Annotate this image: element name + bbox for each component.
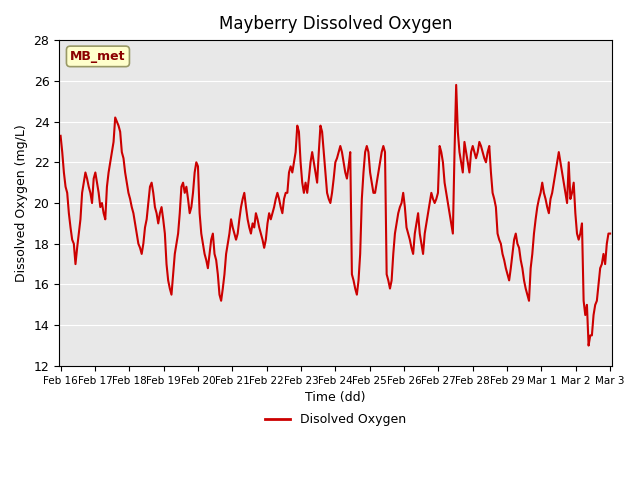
Legend: Disolved Oxygen: Disolved Oxygen: [260, 408, 411, 432]
X-axis label: Time (dd): Time (dd): [305, 391, 365, 404]
Text: MB_met: MB_met: [70, 50, 125, 63]
Title: Mayberry Dissolved Oxygen: Mayberry Dissolved Oxygen: [219, 15, 452, 33]
Y-axis label: Dissolved Oxygen (mg/L): Dissolved Oxygen (mg/L): [15, 124, 28, 282]
